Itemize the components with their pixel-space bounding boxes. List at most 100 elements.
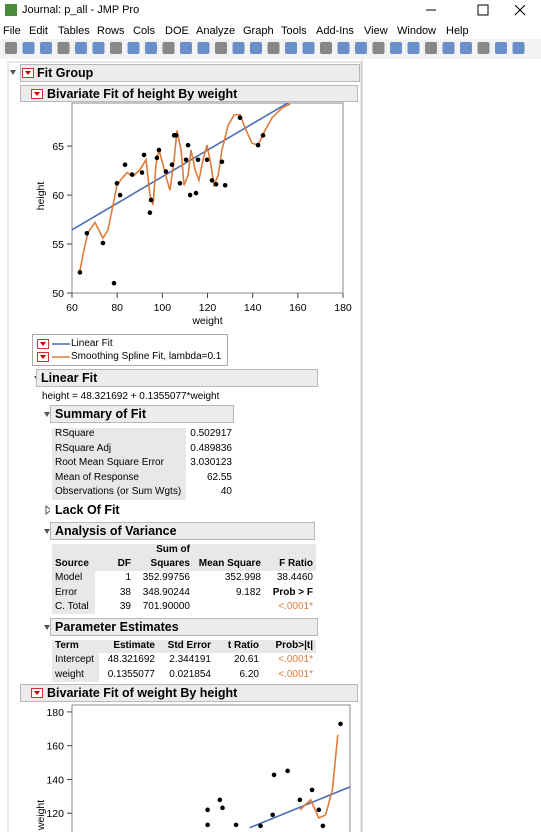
table-cell: 39 <box>119 601 131 612</box>
toolbar-button <box>477 42 490 54</box>
toolbar-button <box>5 42 17 54</box>
menu-item[interactable]: Add-Ins <box>316 25 354 37</box>
toolbar-button <box>215 42 227 54</box>
table-header-bg <box>52 640 316 653</box>
data-point <box>258 823 263 829</box>
menu-item[interactable]: File <box>3 25 21 37</box>
row-value: 3.030123 <box>190 457 232 468</box>
section-header[interactable]: Analysis of Variance <box>50 522 315 540</box>
y-tick-label: 180 <box>46 707 64 719</box>
toolbar-button <box>40 42 52 54</box>
data-point <box>100 240 106 246</box>
toolbar-button <box>495 42 507 54</box>
plot-area <box>205 721 350 829</box>
label-column <box>52 428 186 500</box>
data-point <box>185 142 191 148</box>
red-triangle-menu[interactable] <box>37 352 49 362</box>
data-point <box>187 192 193 198</box>
table-cell: Error <box>55 586 78 598</box>
table-cell: 38 <box>119 586 131 598</box>
collapse-toggle <box>10 70 16 75</box>
menu-item[interactable]: View <box>364 25 388 37</box>
red-triangle-menu[interactable] <box>31 89 43 99</box>
menu-item[interactable]: Edit <box>29 25 48 37</box>
section-title: Bivariate Fit of weight By height <box>47 686 238 700</box>
table-cell: Model <box>55 572 83 583</box>
toolbar-button <box>337 42 350 54</box>
menu-item[interactable]: DOE <box>165 25 189 37</box>
maximize[interactable] <box>477 4 489 16</box>
menu-item[interactable]: Cols <box>133 25 156 37</box>
data-point <box>147 210 153 215</box>
section-header[interactable]: Bivariate Fit of height By weight <box>20 85 358 102</box>
section-header[interactable]: Summary of Fit <box>50 405 234 423</box>
legend-box <box>32 334 228 366</box>
toolbar-button <box>180 42 192 54</box>
toolbar-button <box>390 42 402 54</box>
section-header[interactable]: Lack Of Fit <box>50 501 140 519</box>
toolbar-button <box>285 42 297 54</box>
section-title: Parameter Estimates <box>55 620 179 634</box>
section-header[interactable]: Parameter Estimates <box>50 618 318 636</box>
data-point <box>139 170 145 175</box>
table-cell: C. Total <box>55 601 89 612</box>
menu-item[interactable]: Window <box>397 25 437 37</box>
column-header: t Ratio <box>227 640 259 651</box>
y-axis-label: weight <box>35 800 47 831</box>
table-cell: 348.90244 <box>142 586 190 598</box>
title-bar <box>0 0 541 21</box>
close[interactable] <box>514 4 526 16</box>
section-header[interactable]: Bivariate Fit of weight By height <box>20 684 358 702</box>
data-point <box>195 157 201 163</box>
red-triangle-menu[interactable] <box>22 68 34 78</box>
section-title: Summary of Fit <box>55 407 146 421</box>
table-cell: 0.1355077 <box>107 668 155 680</box>
menu-item[interactable]: Help <box>446 25 469 37</box>
table-header-bg <box>52 544 316 571</box>
toolbar-button <box>320 42 332 54</box>
collapse-toggle <box>44 529 50 534</box>
data-point <box>222 182 228 188</box>
y-tick-label: 140 <box>46 774 64 786</box>
menu-item[interactable]: Rows <box>97 25 125 37</box>
table-cell: 20.61 <box>233 654 259 665</box>
toolbar-button <box>512 42 525 54</box>
row-value: 0.502917 <box>190 428 232 439</box>
label-column <box>52 571 95 614</box>
row-value: 0.489836 <box>190 442 232 454</box>
toolbar-button <box>197 42 210 54</box>
section-header[interactable]: Linear Fit <box>36 369 318 387</box>
table-cell: weight <box>55 668 84 680</box>
fit-group-outline <box>7 61 362 832</box>
data-point <box>163 169 169 174</box>
red-triangle-menu[interactable] <box>31 688 43 698</box>
legend-entry: Smoothing Spline Fit, lambda=0.1 <box>71 351 222 362</box>
x-axis-label: weight <box>191 315 222 327</box>
column-header: Term <box>55 640 79 651</box>
menu-item[interactable]: Graph <box>243 25 274 37</box>
menu-item[interactable]: Tables <box>58 25 90 37</box>
data-point <box>338 721 343 727</box>
section-title: Fit Group <box>37 66 94 80</box>
data-point <box>316 807 322 813</box>
data-point <box>320 823 326 829</box>
data-point <box>122 162 128 168</box>
x-tick-label: 60 <box>66 302 78 314</box>
table-cell: 0.021854 <box>169 668 211 680</box>
menu-item[interactable]: Analyze <box>196 25 236 37</box>
toolbar-button <box>407 42 420 54</box>
x-tick-label: 80 <box>111 302 123 314</box>
section-header[interactable]: Fit Group <box>20 64 360 82</box>
menu-item[interactable]: Tools <box>281 25 307 37</box>
section-title: Analysis of Variance <box>55 524 177 538</box>
red-triangle-menu[interactable] <box>37 339 49 349</box>
data-point <box>77 270 83 275</box>
toolbar-button <box>22 42 35 54</box>
y-tick-label: 120 <box>46 808 64 820</box>
x-tick-label: 180 <box>334 302 352 314</box>
data-point <box>205 822 210 828</box>
toolbar-button <box>425 42 437 54</box>
data-point <box>233 822 239 828</box>
window-title: Journal: p_all - JMP Pro <box>22 4 140 16</box>
